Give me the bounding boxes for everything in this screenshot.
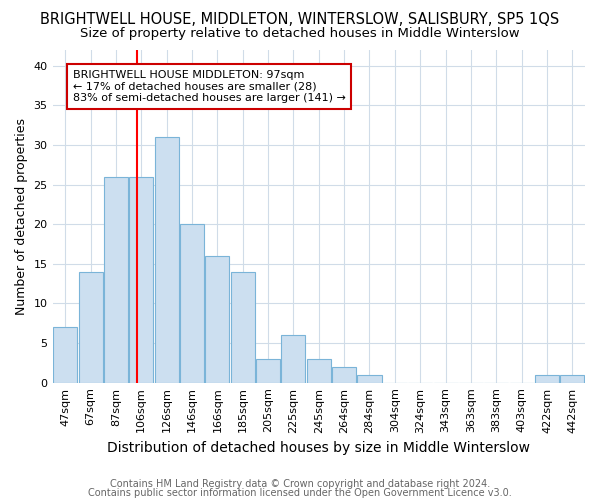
Bar [53, 327, 77, 382]
Bar [307, 359, 331, 382]
Bar [79, 272, 103, 382]
Text: Size of property relative to detached houses in Middle Winterslow: Size of property relative to detached ho… [80, 28, 520, 40]
Bar [104, 176, 128, 382]
Text: BRIGHTWELL HOUSE MIDDLETON: 97sqm
← 17% of detached houses are smaller (28)
83% : BRIGHTWELL HOUSE MIDDLETON: 97sqm ← 17% … [73, 70, 346, 103]
Text: BRIGHTWELL HOUSE, MIDDLETON, WINTERSLOW, SALISBURY, SP5 1QS: BRIGHTWELL HOUSE, MIDDLETON, WINTERSLOW,… [40, 12, 560, 28]
Text: Contains HM Land Registry data © Crown copyright and database right 2024.: Contains HM Land Registry data © Crown c… [110, 479, 490, 489]
Bar [205, 256, 229, 382]
Bar [358, 375, 382, 382]
Bar [535, 375, 559, 382]
Bar [256, 359, 280, 382]
Y-axis label: Number of detached properties: Number of detached properties [15, 118, 28, 315]
X-axis label: Distribution of detached houses by size in Middle Winterslow: Distribution of detached houses by size … [107, 441, 530, 455]
Bar [281, 335, 305, 382]
Bar [560, 375, 584, 382]
Bar [129, 176, 154, 382]
Bar [332, 367, 356, 382]
Bar [180, 224, 204, 382]
Text: Contains public sector information licensed under the Open Government Licence v3: Contains public sector information licen… [88, 488, 512, 498]
Bar [230, 272, 255, 382]
Bar [155, 137, 179, 382]
